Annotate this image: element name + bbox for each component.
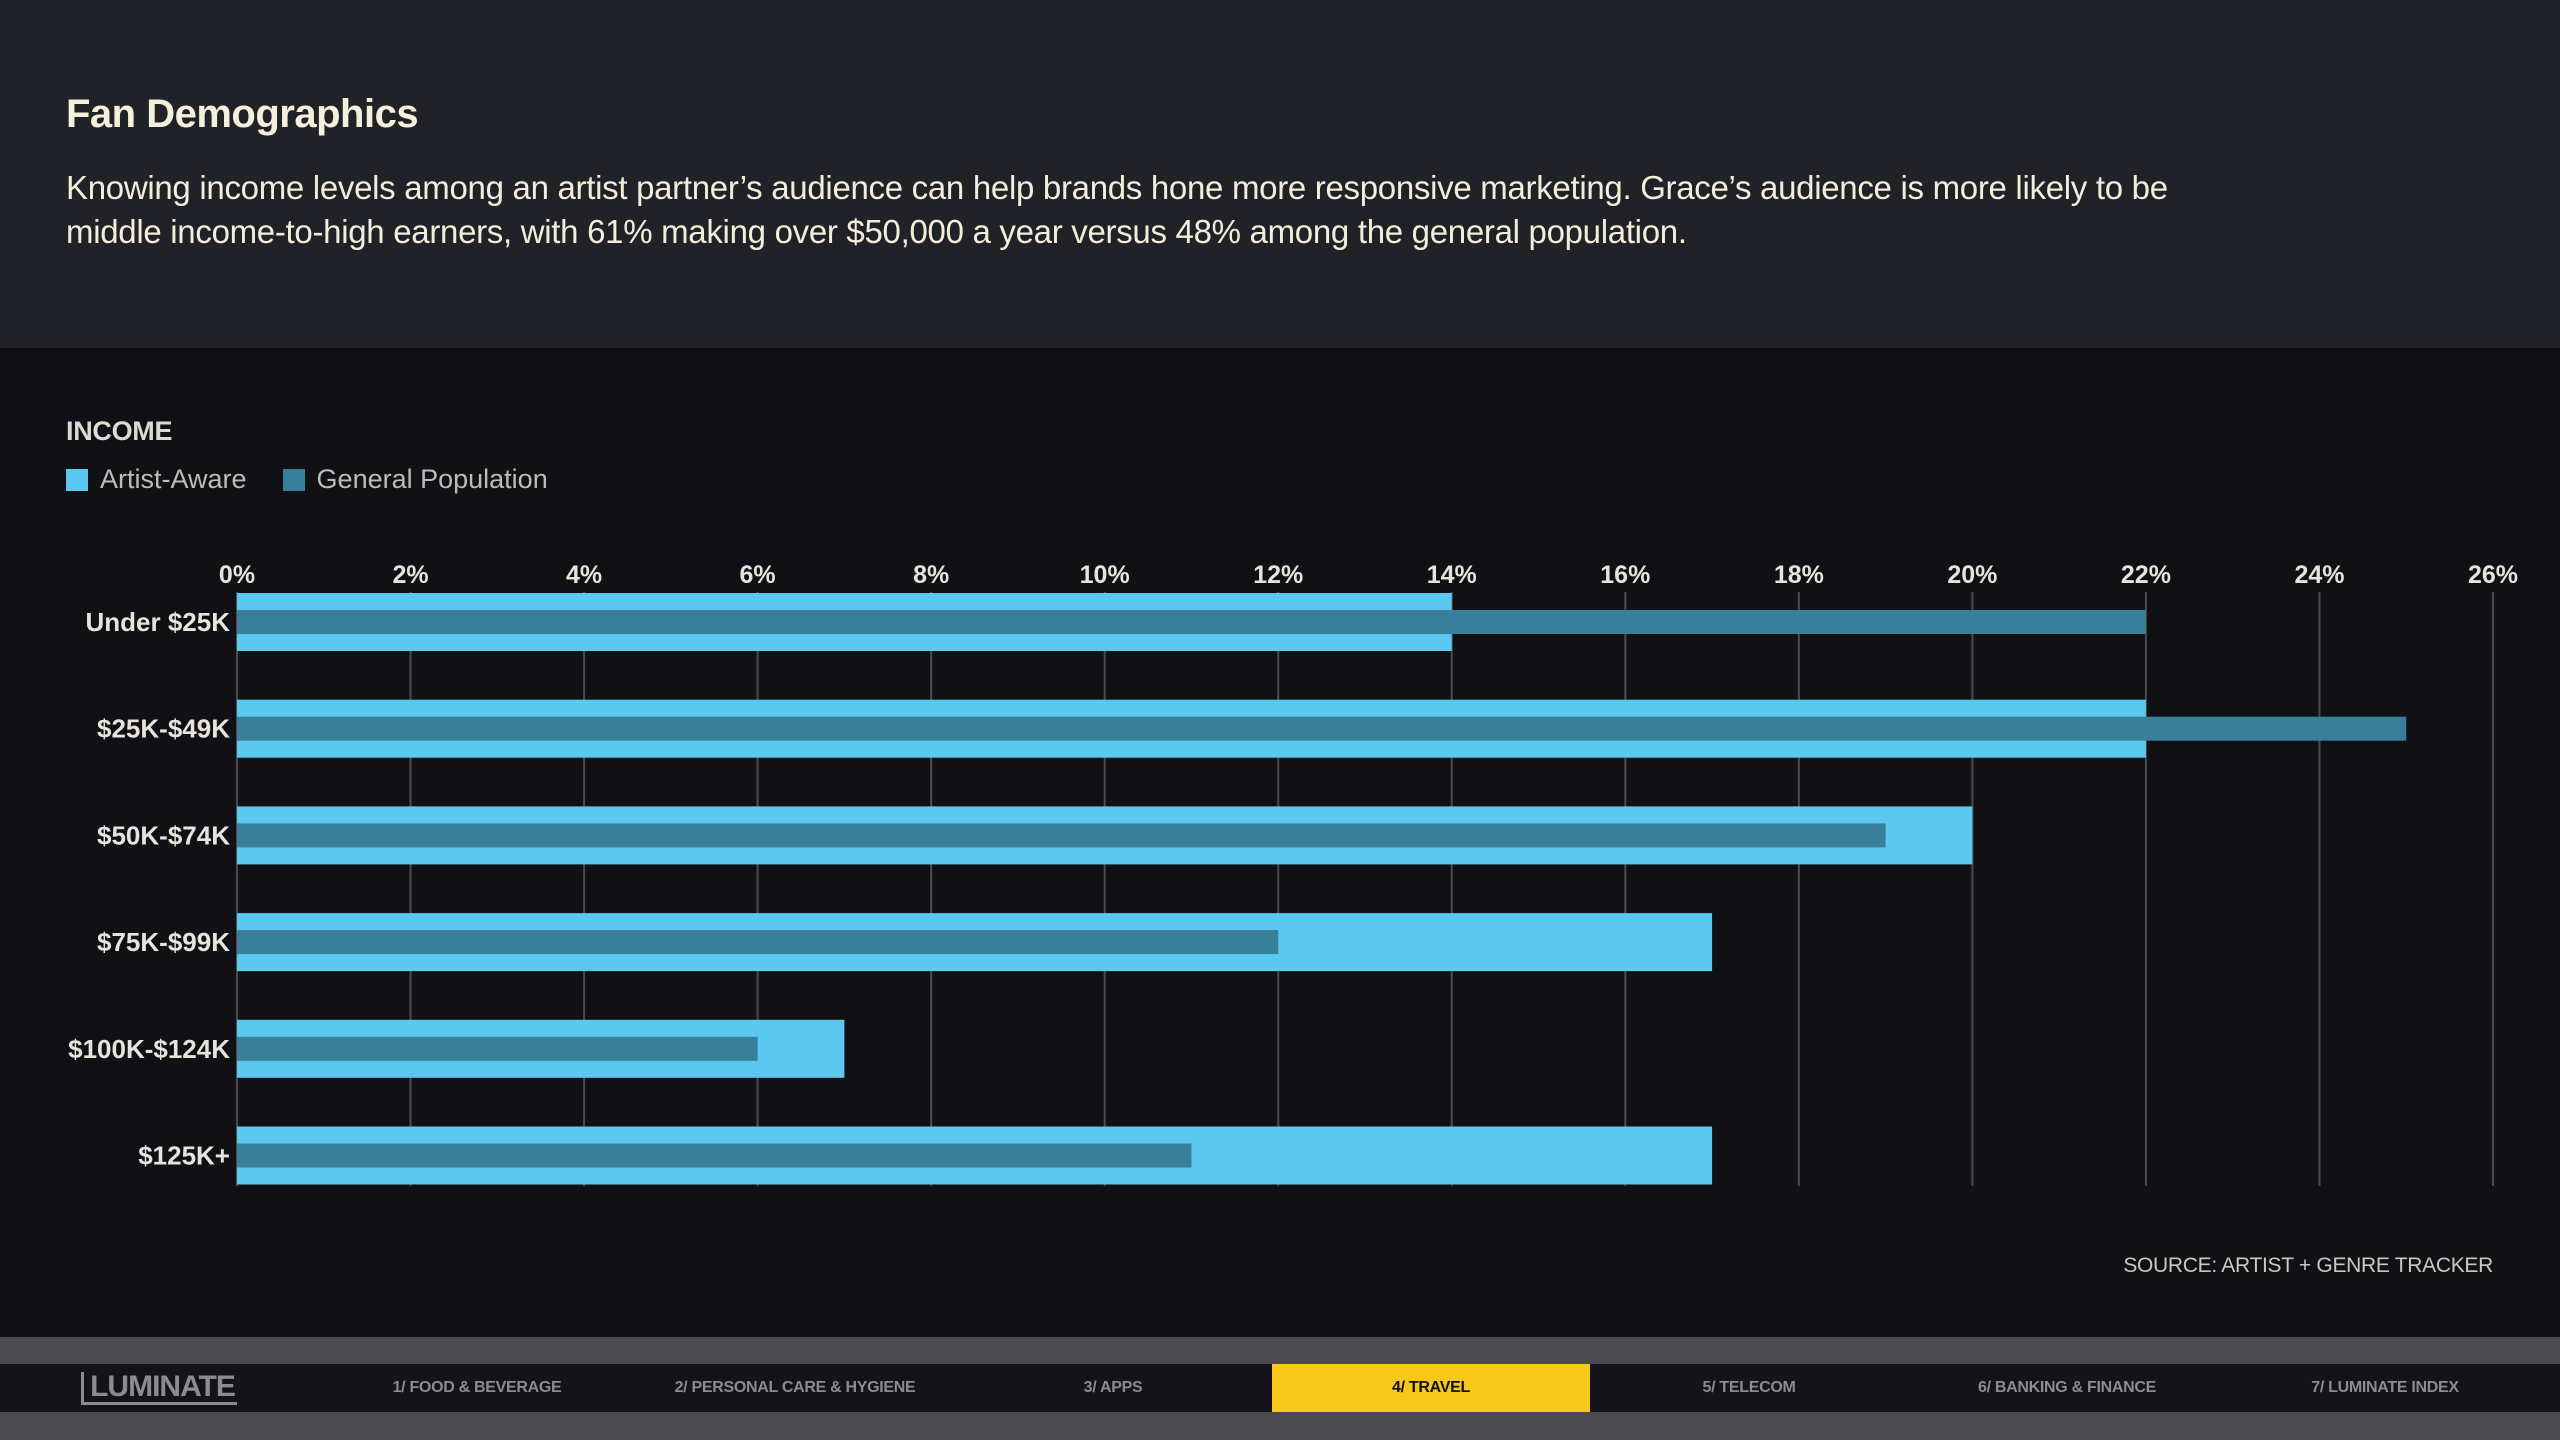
nav-item-telecom[interactable]: 5/ TELECOM xyxy=(1702,1379,1796,1396)
y-category-label: $125K+ xyxy=(138,1141,230,1171)
section-nav: LUMINATE 1/ FOOD & BEVERAGE 2/ PERSONAL … xyxy=(0,1364,2560,1412)
nav-item-personal-care[interactable]: 2/ PERSONAL CARE & HYGIENE xyxy=(674,1379,916,1396)
y-category-label: Under $25K xyxy=(86,607,231,637)
page-description: Knowing income levels among an artist pa… xyxy=(66,169,2168,250)
x-tick-label: 18% xyxy=(1774,561,1824,589)
x-tick-label: 6% xyxy=(740,561,776,589)
y-category-label: $25K-$49K xyxy=(97,714,230,744)
y-category-label: $50K-$74K xyxy=(97,820,230,850)
bar-general-population xyxy=(237,823,1886,848)
page-title: Fan Demographics xyxy=(66,92,419,136)
x-tick-label: 12% xyxy=(1253,561,1303,589)
bar-general-population xyxy=(237,1143,1192,1168)
nav-item-food-beverage[interactable]: 1/ FOOD & BEVERAGE xyxy=(392,1379,562,1396)
income-bar-chart: 0% 2% 4% 6% 8% 10% 12% 14% 16% 18% 20% 22% 24% 26% Und… xyxy=(68,561,2518,1186)
y-category-label: $100K-$124K xyxy=(68,1034,230,1064)
legend-label-general-population: General Population xyxy=(316,464,548,494)
legend-label-artist-aware: Artist-Aware xyxy=(100,464,247,494)
nav-item-travel[interactable]: 4/ TRAVEL xyxy=(1272,1364,1590,1412)
nav-top-band xyxy=(0,1337,2560,1364)
x-tick-label: 22% xyxy=(2121,561,2171,589)
x-tick-label: 0% xyxy=(219,561,255,589)
legend-swatch-artist-aware xyxy=(66,468,88,491)
x-tick-label: 26% xyxy=(2468,561,2518,589)
y-category-label: $75K-$99K xyxy=(97,927,230,957)
nav-bottom-band xyxy=(0,1412,2560,1440)
legend-item-general-population: General Population xyxy=(282,464,548,495)
luminate-logo: LUMINATE xyxy=(0,1364,318,1412)
x-tick-label: 20% xyxy=(1947,561,1997,589)
x-tick-label: 10% xyxy=(1080,561,1130,589)
x-tick-label: 14% xyxy=(1427,561,1477,589)
chart-title: INCOME xyxy=(66,416,173,446)
x-tick-label: 2% xyxy=(392,561,428,589)
nav-item-apps[interactable]: 3/ APPS xyxy=(1083,1379,1143,1396)
bar-general-population xyxy=(237,1036,758,1061)
bar-general-population xyxy=(237,716,2407,741)
x-tick-label: 24% xyxy=(2294,561,2344,589)
header-panel: Fan Demographics Knowing income levels a… xyxy=(0,0,2560,348)
legend-item-artist-aware: Artist-Aware xyxy=(66,464,247,495)
x-tick-label: 4% xyxy=(566,561,602,589)
x-tick-label: 8% xyxy=(913,561,949,589)
nav-item-luminate-index[interactable]: 7/ LUMINATE INDEX xyxy=(2311,1379,2459,1396)
nav-item-banking-finance[interactable]: 6/ BANKING & FINANCE xyxy=(1977,1379,2156,1396)
bar-general-population xyxy=(237,610,2146,634)
chart-legend: Artist-Aware General Population xyxy=(66,464,548,495)
source-note: SOURCE: ARTIST + GENRE TRACKER xyxy=(2123,1254,2493,1277)
legend-swatch-general-population xyxy=(282,468,305,491)
bar-general-population xyxy=(237,930,1279,955)
x-tick-label: 16% xyxy=(1600,561,1650,589)
